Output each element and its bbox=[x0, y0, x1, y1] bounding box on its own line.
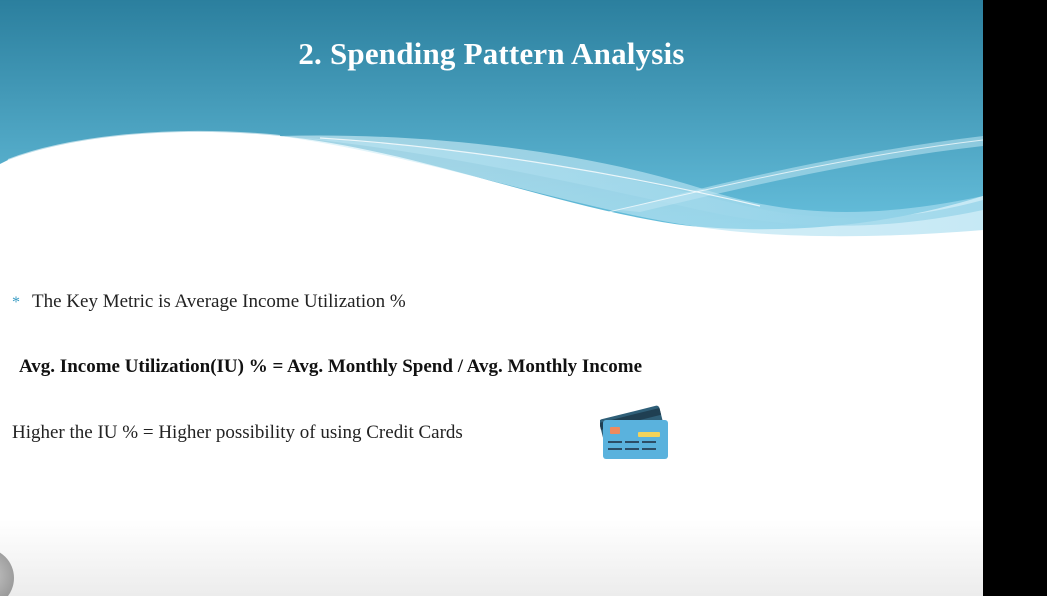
conclusion-text: Higher the IU % = Higher possibility of … bbox=[12, 422, 463, 443]
slide-bottom-shade bbox=[0, 520, 983, 596]
right-black-bar bbox=[983, 0, 1047, 596]
formula-text: Avg. Income Utilization(IU) % = Avg. Mon… bbox=[19, 356, 643, 377]
slide: 2. Spending Pattern Analysis * The Key Me… bbox=[0, 0, 983, 596]
bullet-star-icon: * bbox=[12, 294, 20, 311]
header-wave-banner bbox=[0, 0, 983, 237]
bullet-text: The Key Metric is Average Income Utiliza… bbox=[32, 291, 406, 312]
credit-card-icon bbox=[600, 405, 668, 459]
slide-title: 2. Spending Pattern Analysis bbox=[298, 36, 685, 71]
bullet-item: * The Key Metric is Average Income Utiliz… bbox=[12, 291, 406, 313]
